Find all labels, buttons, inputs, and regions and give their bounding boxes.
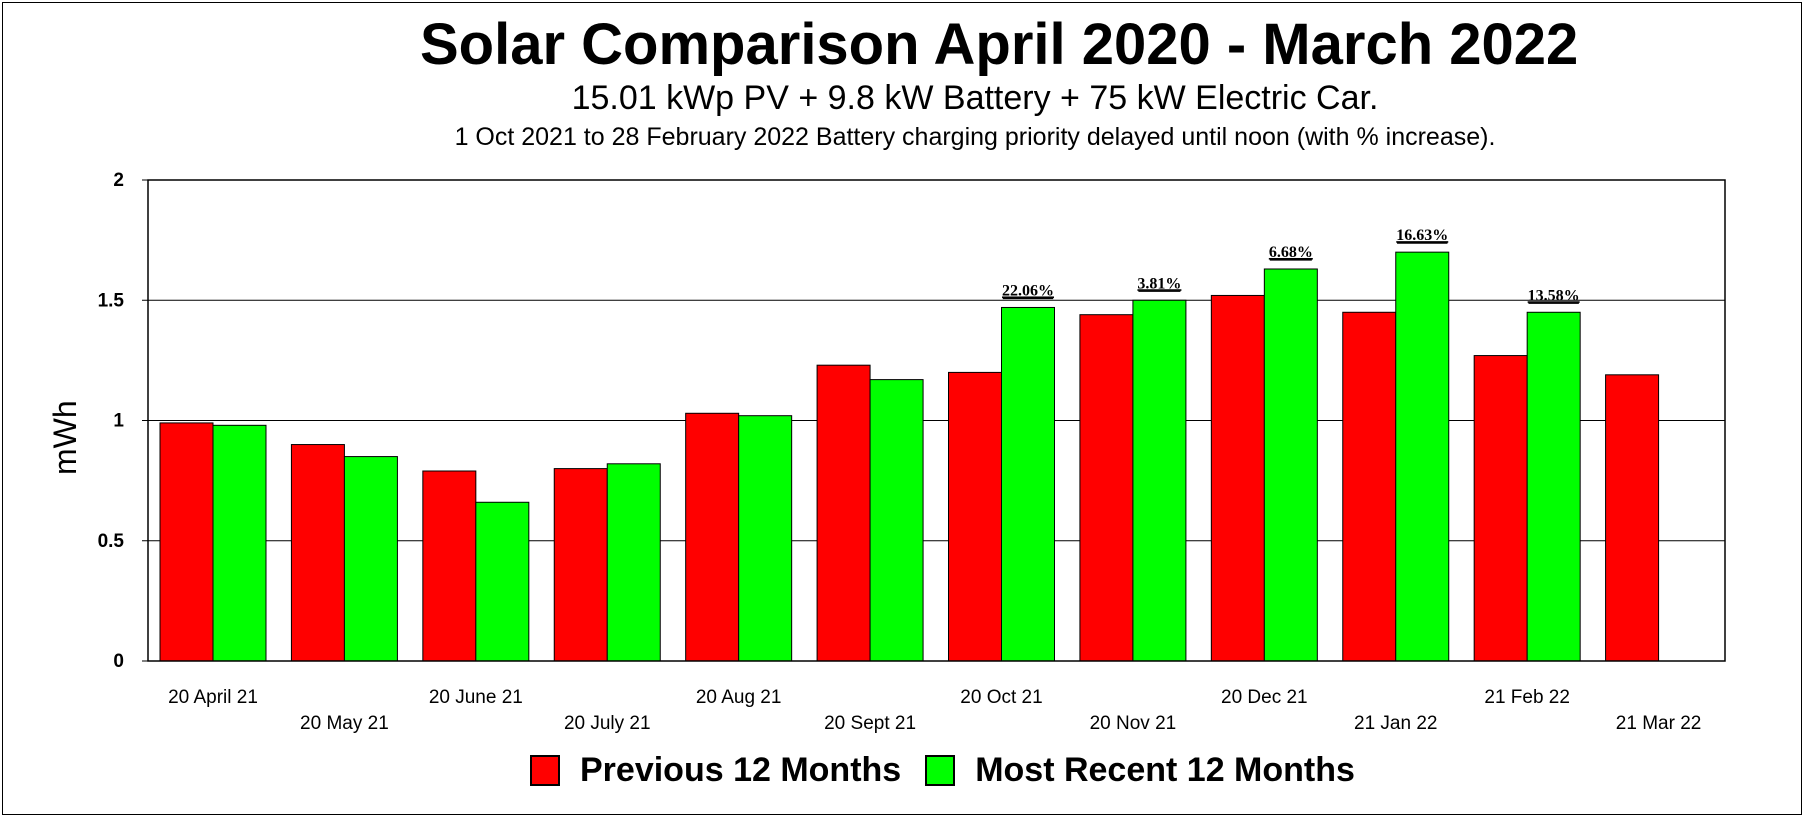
x-tick-label: 20 June 21	[429, 687, 523, 708]
bar-previous	[948, 371, 1002, 662]
bar-recent	[1001, 306, 1055, 662]
bar-recent	[475, 501, 530, 662]
chart-subtitle: 15.01 kWp PV + 9.8 kW Battery + 75 kW El…	[571, 79, 1379, 117]
x-tick-label: 20 Oct 21	[960, 687, 1042, 708]
x-tick-label: 21 Mar 22	[1616, 713, 1702, 734]
x-tick-label: 20 April 21	[168, 687, 258, 708]
data-label-percent: 22.06%	[1002, 282, 1054, 299]
data-label-percent: 13.58%	[1528, 287, 1580, 304]
x-tick-label: 21 Feb 22	[1484, 687, 1570, 708]
bar-previous	[1079, 314, 1134, 662]
bar-previous	[1342, 311, 1397, 662]
data-label-percent: 3.81%	[1137, 275, 1181, 292]
bar-recent	[1263, 268, 1318, 662]
x-tick-label: 20 May 21	[300, 713, 389, 734]
legend-swatch-recent	[925, 754, 956, 786]
bar-previous	[1605, 374, 1660, 662]
legend-item-previous: Previous 12 Months	[530, 751, 901, 790]
bar-recent	[1132, 299, 1187, 662]
bar-recent	[738, 415, 793, 662]
bar-previous	[553, 468, 608, 662]
legend-swatch-previous	[530, 754, 560, 786]
y-tick-label: 0.5	[98, 531, 125, 552]
bar-recent	[343, 456, 398, 662]
chart-note: 1 Oct 2021 to 28 February 2022 Battery c…	[454, 123, 1496, 151]
bar-previous	[685, 412, 740, 662]
bar-recent	[212, 424, 267, 662]
bar-previous	[1473, 355, 1528, 662]
bar-recent	[869, 379, 924, 662]
plot-border	[147, 179, 1726, 662]
y-tick-label: 1	[113, 411, 124, 432]
x-tick-label: 20 Sept 21	[824, 713, 916, 734]
x-tick-label: 21 Jan 22	[1354, 713, 1437, 734]
y-tick-label: 0	[113, 651, 124, 672]
bar-recent	[606, 463, 661, 662]
bar-previous	[159, 422, 214, 662]
chart-title: Solar Comparison April 2020 - March 2022	[420, 12, 1579, 77]
data-label-percent: 6.68%	[1269, 244, 1313, 261]
legend-label-recent: Most Recent 12 Months	[975, 750, 1355, 789]
legend-label-previous: Previous 12 Months	[580, 750, 902, 789]
bar-recent	[1395, 251, 1450, 662]
y-tick-label: 1.5	[98, 290, 125, 311]
x-tick-label: 20 Dec 21	[1221, 687, 1308, 708]
bar-recent	[1526, 311, 1581, 662]
y-tick-label: 2	[113, 170, 124, 191]
legend: Previous 12 Months Most Recent 12 Months	[530, 748, 1379, 792]
bar-previous	[290, 444, 345, 662]
bar-previous	[1210, 294, 1265, 662]
bar-previous	[422, 470, 477, 662]
bar-previous	[816, 364, 871, 662]
data-label-percent: 16.63%	[1396, 227, 1448, 244]
x-tick-label: 20 Nov 21	[1090, 713, 1177, 734]
x-tick-label: 20 July 21	[564, 713, 651, 734]
legend-item-recent: Most Recent 12 Months	[925, 751, 1355, 790]
x-tick-label: 20 Aug 21	[696, 687, 782, 708]
